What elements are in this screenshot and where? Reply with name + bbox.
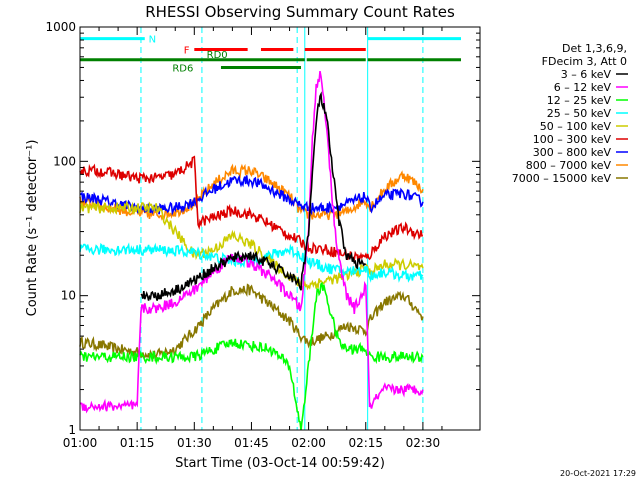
series-line-1 — [79, 70, 424, 414]
legend-label-7: 800 – 7000 keV — [526, 159, 612, 172]
x-tick-label: 02:15 — [348, 436, 383, 450]
legend-label-6: 300 – 800 keV — [533, 146, 612, 159]
flag-label-rd0: RD0 — [207, 50, 228, 61]
flag-label-n: N — [149, 35, 156, 46]
legend-label-0: 3 – 6 keV — [561, 68, 612, 81]
y-axis-label: Count Rate (s⁻¹ detector⁻¹) — [25, 140, 40, 317]
x-tick-label: 01:15 — [120, 436, 155, 450]
y-tick-label: 10 — [61, 289, 76, 303]
legend-label-1: 6 – 12 keV — [554, 81, 612, 94]
legend-label-5: 100 – 300 keV — [533, 133, 612, 146]
flag-label-f: F — [184, 45, 190, 56]
series-line-5 — [79, 155, 424, 262]
footer-timestamp: 20-Oct-2021 17:29 — [560, 469, 636, 478]
chart-marks: N F RD0 RD6 — [79, 27, 461, 431]
legend-label-3: 25 – 50 keV — [547, 107, 612, 120]
plot-frame — [79, 26, 481, 431]
flag-label-rd6: RD6 — [172, 63, 193, 74]
x-tick-label: 01:30 — [177, 436, 212, 450]
y-tick-label: 1 — [68, 423, 76, 437]
x-tick-label: 02:00 — [291, 436, 326, 450]
legend-header-0: Det 1,3,6,9, — [562, 42, 627, 55]
legend-header-1: FDecim 3, Att 0 — [542, 55, 627, 68]
chart-title: RHESSI Observing Summary Count Rates — [145, 3, 455, 21]
x-axis-label: Start Time (03-Oct-14 00:59:42) — [175, 456, 385, 471]
legend-label-8: 7000 – 15000 keV — [512, 172, 612, 185]
series-line-2 — [79, 281, 424, 431]
x-tick-label: 01:45 — [234, 436, 269, 450]
series-line-8 — [79, 283, 424, 362]
legend-label-2: 12 – 25 keV — [547, 94, 612, 107]
chart-axes: 1 10 100 1000 01:00 01:15 01:30 01:45 02:00 02:15… — [45, 20, 480, 450]
series-line-0 — [140, 91, 367, 301]
x-tick-label: 01:00 — [63, 436, 98, 450]
legend-label-4: 50 – 100 keV — [540, 120, 612, 133]
y-tick-label: 1000 — [45, 20, 76, 34]
x-tick-label: 02:30 — [406, 436, 441, 450]
y-tick-label: 100 — [53, 154, 76, 168]
